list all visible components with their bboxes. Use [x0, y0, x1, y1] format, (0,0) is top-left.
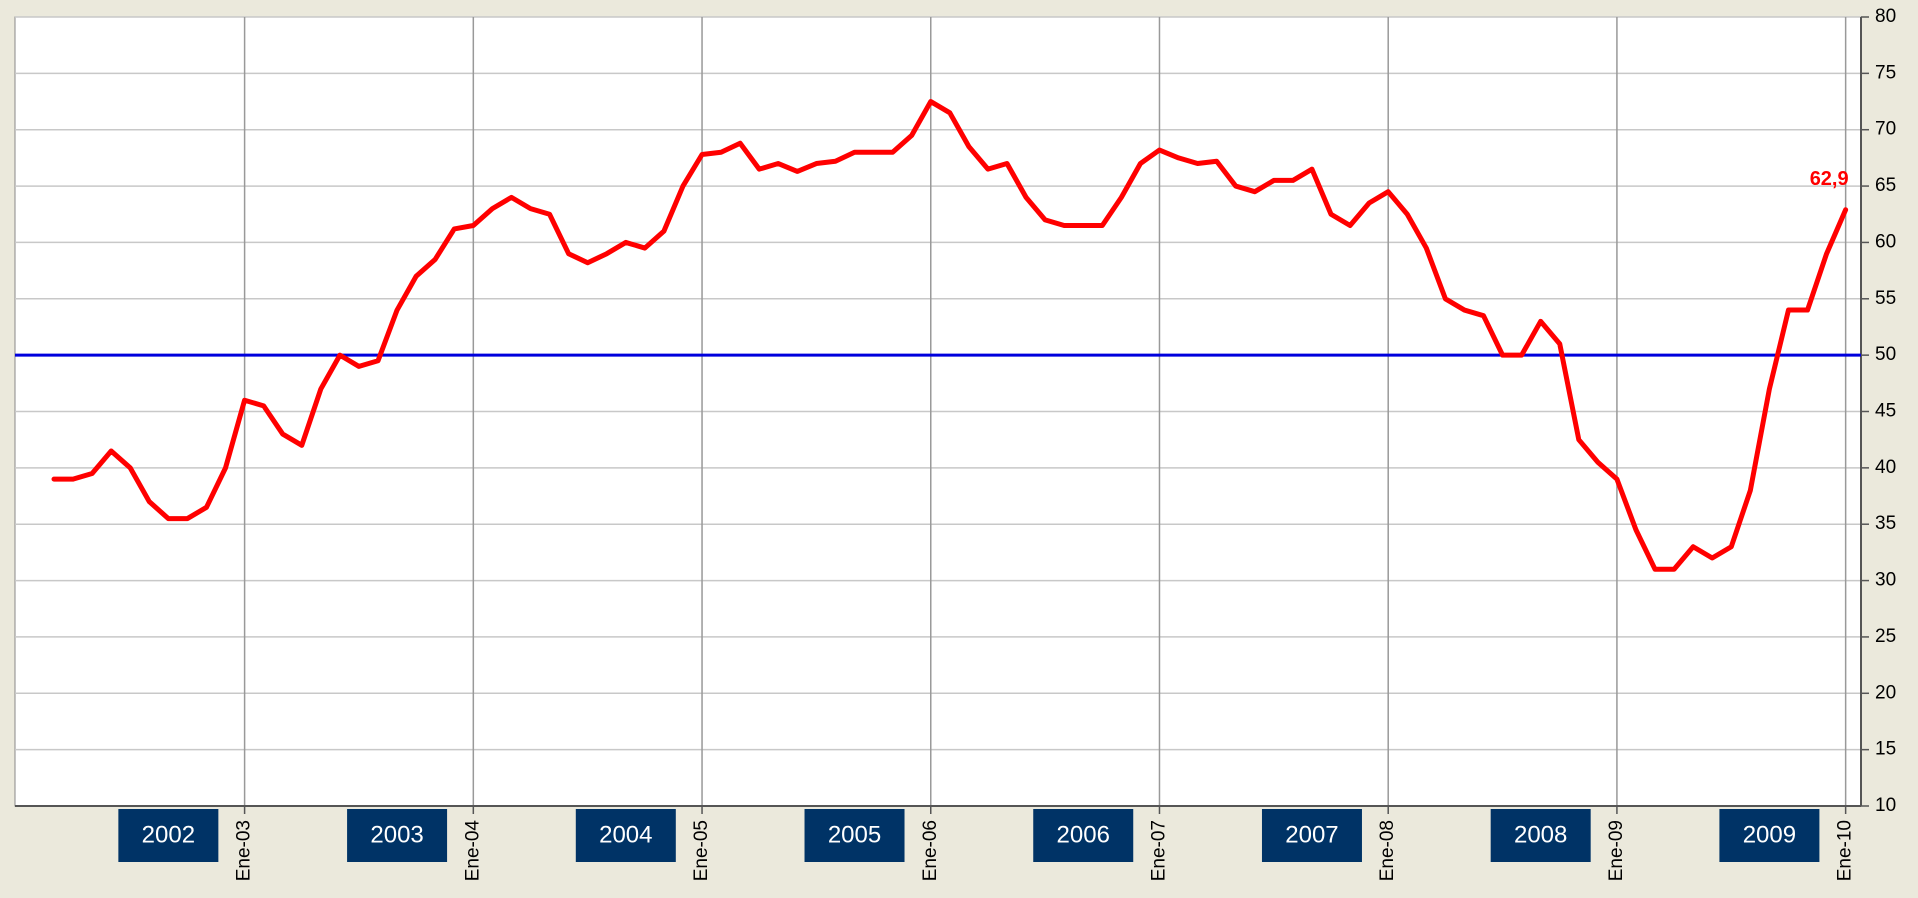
- y-tick-label: 30: [1875, 570, 1896, 591]
- year-box: [1033, 809, 1134, 862]
- y-tick-label: 70: [1875, 119, 1896, 140]
- year-label: 2003: [370, 821, 423, 848]
- year-label: 2005: [828, 821, 881, 848]
- y-tick-label: 40: [1875, 457, 1896, 478]
- year-label: 2002: [142, 821, 195, 848]
- x-tick-label: Ene-07: [1148, 820, 1169, 881]
- year-label: 2004: [599, 821, 652, 848]
- y-tick-label: 25: [1875, 626, 1896, 647]
- year-box: [804, 809, 905, 862]
- y-tick-label: 15: [1875, 739, 1896, 760]
- x-tick-label: Ene-08: [1377, 820, 1398, 881]
- data-line: [51, 99, 1849, 572]
- year-label: 2008: [1514, 821, 1567, 848]
- y-tick-label: 35: [1875, 513, 1896, 534]
- x-tick-label: Ene-06: [920, 820, 941, 881]
- y-tick-label: 65: [1875, 175, 1896, 196]
- year-box: [1261, 809, 1362, 862]
- x-tick-label: Ene-04: [462, 820, 483, 882]
- year-box: [575, 809, 676, 862]
- y-tick-label: 55: [1875, 288, 1896, 309]
- x-tick-label: Ene-05: [691, 820, 712, 881]
- x-tick-label: Ene-09: [1606, 820, 1627, 881]
- year-box: [1490, 809, 1591, 862]
- y-tick-label: 20: [1875, 682, 1896, 703]
- x-tick-label: Ene-03: [234, 820, 255, 881]
- year-box: [118, 809, 219, 862]
- year-label: 2007: [1285, 821, 1338, 848]
- y-tick-label: 80: [1875, 6, 1896, 27]
- year-label: 2009: [1743, 821, 1796, 848]
- x-tick-label: Ene-10: [1835, 820, 1856, 881]
- year-box: [347, 809, 448, 862]
- y-tick-label: 75: [1875, 62, 1896, 83]
- year-label: 2006: [1057, 821, 1110, 848]
- year-box: [1719, 809, 1820, 862]
- y-tick-label: 50: [1875, 344, 1896, 365]
- data-label: 62,9: [1810, 168, 1849, 190]
- y-tick-label: 10: [1875, 795, 1896, 816]
- y-tick-label: 45: [1875, 401, 1896, 422]
- y-tick-label: 60: [1875, 231, 1896, 252]
